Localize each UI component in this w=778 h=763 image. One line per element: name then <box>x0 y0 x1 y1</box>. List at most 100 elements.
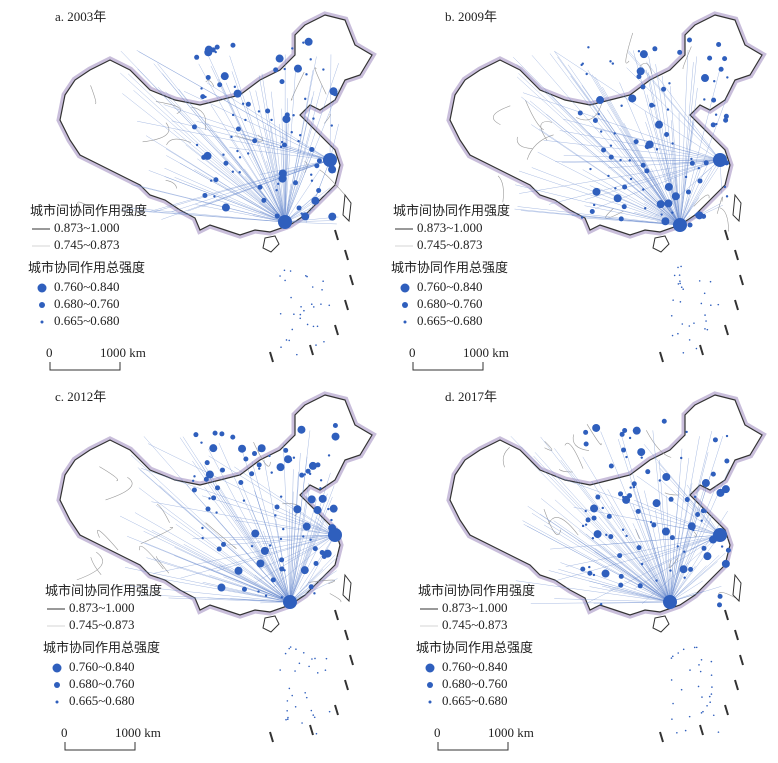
city-node <box>246 102 251 107</box>
legend-dot <box>39 302 45 308</box>
island-dot <box>671 315 673 317</box>
city-node <box>581 216 583 218</box>
map-panel: c. 2012年城市间协同作用强度0.873~1.0000.745~0.873城… <box>43 389 372 750</box>
city-node <box>718 594 723 599</box>
city-node <box>638 50 640 52</box>
city-node <box>247 152 249 154</box>
legend-dot <box>38 284 47 293</box>
legend-title: 城市协同作用总强度 <box>43 640 160 655</box>
island-dot <box>288 340 290 342</box>
island-dot <box>689 716 691 718</box>
legend-item: 0.745~0.873 <box>442 617 508 632</box>
island-dot <box>717 304 719 306</box>
city-node <box>208 497 210 499</box>
legend-item: 0.760~0.840 <box>417 279 483 294</box>
dash-line <box>735 250 738 260</box>
city-node <box>614 187 616 189</box>
city-node <box>722 560 730 568</box>
island-dot <box>701 712 703 714</box>
dash-line <box>735 630 738 640</box>
city-node <box>275 213 280 218</box>
city-node <box>602 570 610 578</box>
city-node <box>261 547 269 555</box>
legend-item: 0.680~0.760 <box>417 296 483 311</box>
city-node <box>192 487 197 492</box>
legend-title: 城市间协同作用强度 <box>418 583 535 598</box>
city-node <box>660 213 662 215</box>
hainan <box>263 236 279 252</box>
hainan <box>653 616 669 632</box>
dash-line <box>345 630 348 640</box>
city-node <box>238 480 243 485</box>
city-node <box>193 432 198 437</box>
city-node <box>719 67 724 72</box>
taiwan <box>733 195 741 221</box>
city-node <box>200 94 205 99</box>
city-node <box>726 435 728 437</box>
legend-item: 0.760~0.840 <box>54 279 120 294</box>
city-node <box>645 144 650 149</box>
city-node <box>664 132 669 137</box>
island-dot <box>314 658 316 660</box>
island-dot <box>325 669 327 671</box>
city-node <box>640 84 645 89</box>
island-dot <box>678 283 680 285</box>
city-node <box>688 522 696 530</box>
island-dot <box>285 719 287 721</box>
city-node <box>242 103 244 105</box>
city-node <box>309 473 311 475</box>
city-node <box>651 523 656 528</box>
city-node <box>711 122 716 127</box>
legend-title: 城市协同作用总强度 <box>391 260 508 275</box>
island-dot <box>672 299 674 301</box>
city-node <box>281 141 283 143</box>
island-dot <box>689 325 691 327</box>
city-node <box>600 603 602 605</box>
island-dot <box>279 275 281 277</box>
city-node <box>694 496 696 498</box>
legend-item: 0.745~0.873 <box>54 237 120 252</box>
city-node <box>291 47 293 49</box>
city-node <box>299 473 304 478</box>
city-node <box>293 180 298 185</box>
city-node <box>653 104 655 106</box>
city-node <box>270 119 272 121</box>
scale-distance: 1000 km <box>463 345 509 360</box>
city-node <box>622 204 627 209</box>
city-node <box>608 534 613 539</box>
island-dot <box>711 674 713 676</box>
city-node <box>215 45 220 50</box>
legend-title: 城市协同作用总强度 <box>28 260 145 275</box>
city-node <box>315 462 320 467</box>
dash-line <box>335 325 338 335</box>
island-dot <box>287 718 289 720</box>
city-node <box>310 174 312 176</box>
island-dot <box>682 288 684 290</box>
city-node <box>230 435 235 440</box>
city-node <box>327 508 329 510</box>
city-node <box>256 559 264 567</box>
city-node <box>685 497 690 502</box>
city-node <box>593 574 595 576</box>
city-node <box>667 108 669 110</box>
city-node <box>217 584 225 592</box>
city-node <box>580 64 582 66</box>
dash-line <box>345 250 348 260</box>
city-node <box>595 495 600 500</box>
island-dot <box>306 697 308 699</box>
city-node <box>716 42 721 47</box>
island-dot <box>279 669 281 671</box>
city-node <box>704 160 709 165</box>
city-node <box>310 58 312 60</box>
city-node <box>284 455 292 463</box>
city-node <box>629 437 631 439</box>
city-node <box>618 491 623 496</box>
province-boundary <box>498 176 503 202</box>
city-node <box>592 516 597 521</box>
city-node <box>687 38 692 43</box>
city-node <box>637 545 642 550</box>
city-node <box>614 132 616 134</box>
city-node <box>282 142 287 147</box>
dash-line <box>345 680 348 690</box>
city-node <box>210 179 212 181</box>
